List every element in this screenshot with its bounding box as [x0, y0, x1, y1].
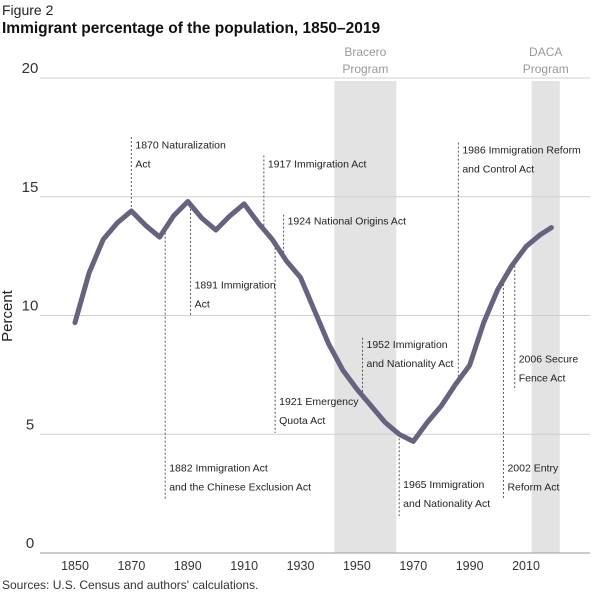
annotation-9-line2: Reform Act [507, 482, 559, 494]
x-tick-label-1870: 1870 [117, 559, 145, 573]
x-tick-label-1930: 1930 [287, 559, 315, 573]
annotation-8-line1: 1986 Immigration Reform [462, 144, 581, 156]
band-label-0: Bracero [344, 45, 386, 59]
annotation-3-line1: 1917 Immigration Act [268, 159, 367, 171]
annotation-2-line1: 1891 Immigration [195, 280, 276, 292]
x-tick-label-1910: 1910 [230, 559, 258, 573]
series-line [72, 199, 554, 444]
y-tick-label-15: 15 [22, 179, 39, 196]
annotation-5-line1: 1924 National Origins Act [288, 216, 407, 228]
figure-label: Figure 2 [2, 2, 54, 18]
source-note: Sources: U.S. Census and authors' calcul… [2, 578, 259, 592]
y-axis-label: Percent [0, 289, 16, 342]
annotation-8-line2: and Control Act [462, 163, 534, 175]
annotation-0-line2: Act [135, 159, 150, 171]
annotation-4-line2: Quota Act [279, 415, 325, 427]
annotation-10-line1: 2006 Secure [519, 353, 579, 365]
bands-layer: Bracero Program DACA Program [334, 45, 569, 553]
annotations-layer: 1870 Naturalization Act 1882 Immigration A… [130, 136, 581, 517]
y-tick-label-10: 10 [22, 298, 39, 315]
annotation-9-line1: 2002 Entry [507, 463, 559, 475]
annotation-6-line2: and Nationality Act [367, 358, 454, 370]
annotation-7-line2: and Nationality Act [403, 498, 490, 510]
annotation-7-line1: 1965 Immigration [403, 479, 484, 491]
annotation-0-line1: 1870 Naturalization [135, 140, 226, 152]
y-tick-label-0: 0 [26, 535, 34, 552]
x-tick-label-1850: 1850 [61, 559, 89, 573]
series-layer [72, 199, 554, 444]
band-1 [531, 81, 560, 553]
band-label-1: DACA [529, 45, 562, 59]
annotation-1-line2: and the Chinese Exclusion Act [169, 482, 311, 494]
x-tick-label-1990: 1990 [456, 559, 484, 573]
y-tick-label-5: 5 [26, 416, 34, 433]
chart-title: Immigrant percentage of the population, … [2, 20, 381, 37]
y-tick-label-20: 20 [22, 60, 39, 77]
x-tick-label-2010: 2010 [512, 559, 540, 573]
annotation-6-line1: 1952 Immigration [367, 339, 448, 351]
band-0 [334, 81, 397, 553]
x-tick-label-1950: 1950 [343, 559, 371, 573]
x-tick-label-1970: 1970 [399, 559, 427, 573]
annotation-1-line1: 1882 Immigration Act [169, 463, 268, 475]
band-label-0-line2: Program [342, 62, 388, 76]
x-tick-label-1890: 1890 [174, 559, 202, 573]
band-label-1-line2: Program [523, 62, 569, 76]
annotation-4-line1: 1921 Emergency [279, 396, 359, 408]
annotation-2-line2: Act [195, 299, 210, 311]
annotation-10-line2: Fence Act [519, 372, 566, 384]
axis-layer: 0 5 10 15 20 1850 1870 1890 1910 1930 1950 1970 1990… [0, 60, 540, 573]
